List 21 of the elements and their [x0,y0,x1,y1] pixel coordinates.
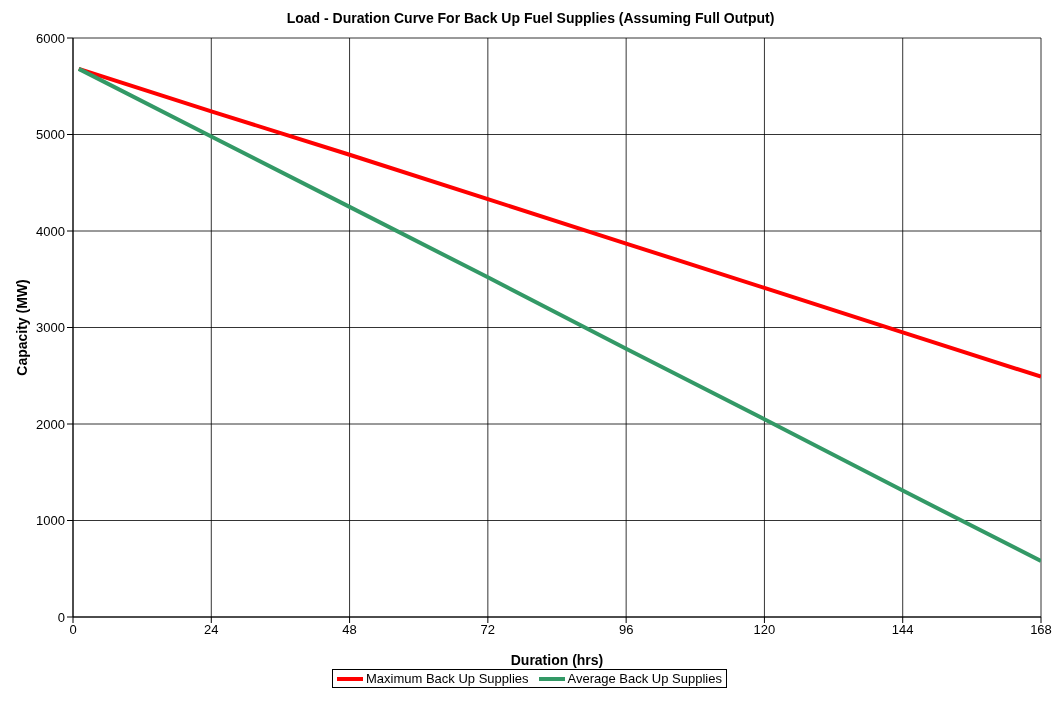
legend-label: Maximum Back Up Supplies [365,671,529,686]
y-tick-label: 1000 [36,513,65,529]
legend-label: Average Back Up Supplies [566,671,722,686]
x-tick-label: 48 [342,622,357,638]
x-tick-label: 96 [618,622,634,638]
y-axis-title: Capacity (MW) [13,279,30,376]
x-tick-label: 72 [480,622,496,638]
y-tick-label: 6000 [36,30,65,46]
y-tick-label: 5000 [36,127,65,143]
x-tick-label: 0 [69,622,77,638]
y-tick-label: 3000 [36,320,65,336]
x-tick-label: 168 [1030,622,1052,638]
x-tick-label: 144 [891,622,914,638]
y-tick-label: 2000 [36,416,65,432]
x-tick-label: 120 [753,622,776,638]
y-tick-label: 4000 [36,223,65,239]
x-tick-label: 24 [204,622,219,638]
x-axis-title: Duration (hrs) [510,652,604,668]
chart-title: Load - Duration Curve For Back Up Fuel Supplies (Assuming Full Output) [285,9,776,28]
y-tick-label: 0 [57,609,65,625]
line-series [76,66,1041,564]
